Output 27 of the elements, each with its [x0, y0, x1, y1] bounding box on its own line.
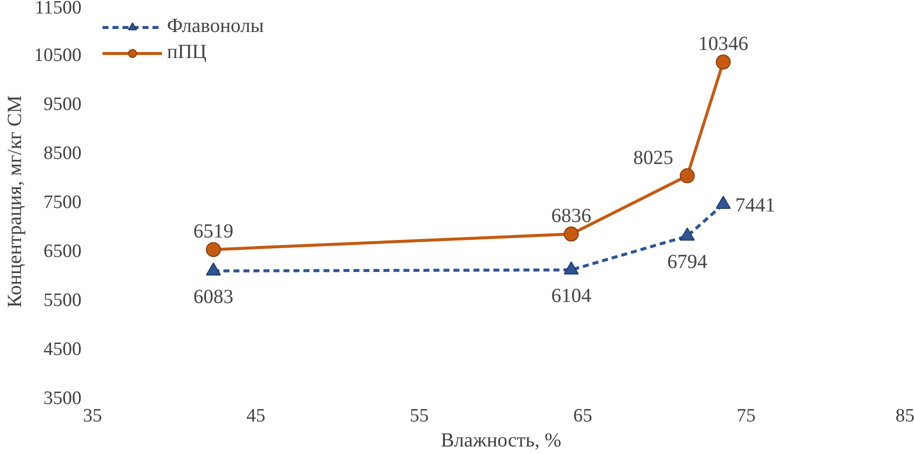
- data-label: 6519: [193, 220, 234, 243]
- x-tick-label: 35: [83, 406, 102, 426]
- y-tick-label: 9500: [44, 94, 82, 115]
- data-label: 6794: [667, 251, 708, 274]
- y-tick-label: 6500: [44, 241, 82, 262]
- y-tick-label: 5500: [44, 290, 82, 311]
- data-label: 6083: [193, 286, 234, 308]
- y-tick-label: 4500: [44, 339, 82, 360]
- x-tick-label: 55: [410, 406, 429, 426]
- x-tick-label: 65: [573, 406, 592, 426]
- x-axis-title: Влажность, %: [440, 430, 562, 452]
- y-tick-label: 11500: [34, 0, 82, 18]
- x-tick-label: 85: [896, 406, 914, 426]
- legend-label: Флавонолы: [167, 15, 264, 38]
- x-tick-label: 75: [736, 406, 756, 426]
- x-tick-label: 45: [246, 406, 266, 426]
- y-tick-label: 3500: [44, 388, 82, 409]
- y-tick-label: 10500: [34, 45, 82, 66]
- legend-label: пПЦ: [167, 41, 207, 64]
- data-label: 6104: [551, 284, 592, 307]
- data-label: 7441: [735, 194, 776, 216]
- y-axis-title: Концентрация, мг/кг СМ: [4, 95, 26, 308]
- data-label: 6836: [551, 205, 592, 228]
- y-tick-label: 8500: [44, 143, 82, 164]
- data-label: 10346: [698, 33, 748, 56]
- data-label: 8025: [633, 146, 674, 169]
- y-tick-label: 7500: [44, 192, 82, 213]
